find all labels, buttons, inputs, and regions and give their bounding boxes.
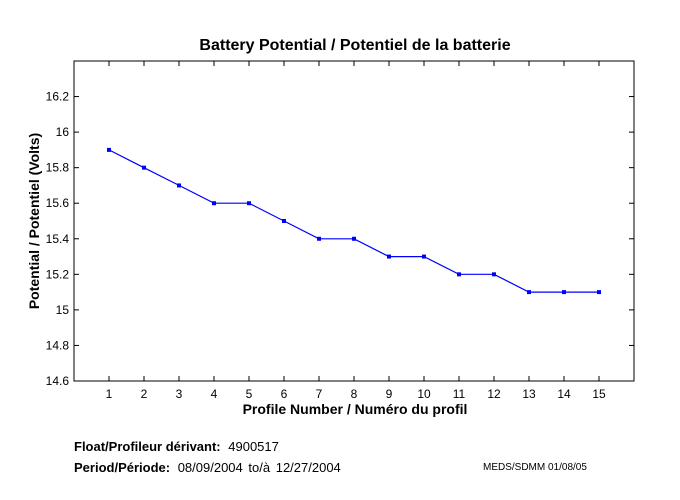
- x-tick-label: 14: [557, 387, 571, 401]
- y-axis: 14.6 14.8 15 15.2 15.4 15.6 15.8 16 16.2: [46, 90, 634, 388]
- chart-title: Battery Potential / Potentiel de la batt…: [199, 37, 510, 54]
- x-tick-label: 15: [592, 387, 606, 401]
- y-tick-label: 16: [56, 125, 70, 139]
- x-axis: 1 2 3 4 5 6 7 8 9 10 11 12 13 14 15: [106, 61, 606, 401]
- data-point: [562, 290, 566, 295]
- x-tick-label: 2: [141, 387, 148, 401]
- y-tick-label: 15.4: [46, 232, 70, 246]
- period-info: Period/Période: 08/09/2004 to/à 12/27/20…: [74, 460, 341, 475]
- data-point: [422, 254, 426, 259]
- x-tick-label: 1: [106, 387, 113, 401]
- y-tick-label: 15.8: [46, 161, 70, 175]
- x-tick-label: 3: [176, 387, 183, 401]
- y-tick-label: 15.2: [46, 267, 70, 281]
- x-tick-label: 9: [386, 387, 393, 401]
- data-point: [387, 254, 391, 259]
- x-tick-label: 7: [316, 387, 323, 401]
- series-line: [108, 149, 599, 293]
- x-tick-label: 10: [417, 387, 431, 401]
- x-tick-label: 6: [281, 387, 288, 401]
- series-layer: [107, 147, 601, 295]
- data-point: [177, 183, 181, 188]
- float-info: Float/Profileur dérivant: 4900517: [74, 439, 279, 454]
- period-end: 12/27/2004: [275, 460, 341, 475]
- x-tick-label: 4: [211, 387, 218, 401]
- data-point: [317, 236, 321, 241]
- plot-frame: [73, 60, 635, 382]
- x-axis-label: Profile Number / Numéro du profil: [243, 401, 468, 417]
- y-axis-label: Potential / Potentiel (Volts): [26, 133, 42, 309]
- data-point: [247, 201, 251, 206]
- x-tick-label: 13: [522, 387, 536, 401]
- period-label: Period/Période:: [74, 460, 171, 475]
- y-tick-label: 16.2: [46, 90, 70, 104]
- float-label: Float/Profileur dérivant:: [74, 439, 221, 454]
- data-point: [212, 201, 216, 206]
- x-tick-label: 11: [453, 387, 466, 401]
- y-tick-label: 14.6: [46, 374, 70, 388]
- y-tick-label: 15: [56, 303, 70, 317]
- x-tick-label: 8: [351, 387, 358, 401]
- period-start: 08/09/2004: [177, 460, 243, 475]
- data-point: [107, 147, 111, 152]
- data-point: [457, 272, 461, 277]
- y-tick-label: 14.8: [46, 338, 70, 352]
- x-tick-label: 5: [246, 387, 253, 401]
- data-point: [597, 290, 601, 295]
- x-tick-label: 12: [487, 387, 501, 401]
- float-value: 4900517: [228, 439, 279, 454]
- data-point: [352, 236, 356, 241]
- y-tick-label: 15.6: [46, 196, 70, 210]
- period-to: to/à: [248, 460, 271, 475]
- data-point: [527, 290, 531, 295]
- data-point: [492, 272, 496, 277]
- data-point: [282, 219, 286, 223]
- data-point: [142, 165, 146, 170]
- credit-text: MEDS/SDMM 01/08/05: [483, 462, 587, 473]
